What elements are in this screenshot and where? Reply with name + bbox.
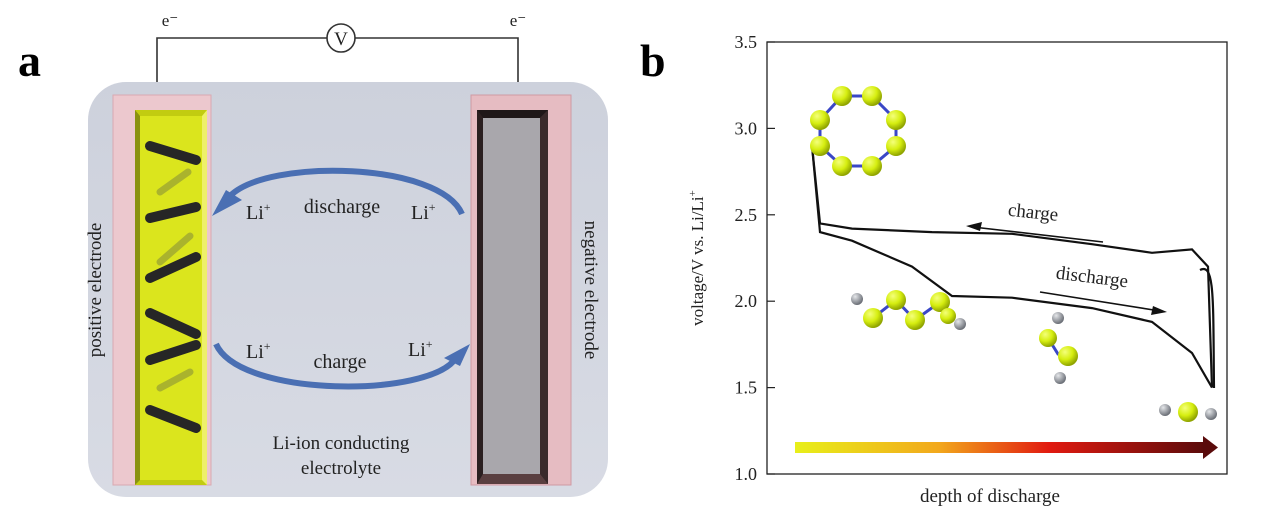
electron-label-right: e⁻ xyxy=(510,11,527,30)
y-axis-ticks: 1.0 1.5 2.0 2.5 3.0 3.5 xyxy=(735,32,775,484)
li-ion-label-left-top: Li+ xyxy=(246,200,271,224)
negative-electrode xyxy=(470,94,572,486)
discharge-label: discharge xyxy=(304,196,380,218)
y-axis-label: voltage/V vs. Li/Li+ xyxy=(687,190,707,326)
negative-electrode-label: negative electrode xyxy=(580,221,601,360)
charge-curve-label: charge xyxy=(1007,200,1059,226)
charge-arrow xyxy=(213,342,470,390)
li-ion-label-right-top: Li+ xyxy=(411,200,436,224)
s8-ring-molecule xyxy=(810,86,906,176)
charge-direction-arrow xyxy=(966,222,1104,243)
lithium-sulfide-molecule xyxy=(1159,402,1217,422)
depth-of-discharge-gradient-arrow xyxy=(795,436,1218,459)
plot-frame xyxy=(766,41,1228,475)
external-circuit-wire-right xyxy=(355,37,519,92)
y-tick-label: 3.5 xyxy=(735,32,758,52)
electrolyte-label-line1: Li-ion conducting xyxy=(273,433,410,454)
electron-label-left: e⁻ xyxy=(162,11,179,30)
y-tick-label: 1.0 xyxy=(735,464,758,484)
li-ion-label-right-bottom: Li+ xyxy=(408,337,433,361)
panel-b-label: b xyxy=(640,35,666,86)
discharge-curve xyxy=(810,145,1213,389)
y-tick-label: 2.5 xyxy=(735,205,758,225)
voltmeter-symbol xyxy=(326,23,356,53)
curve-end-segment xyxy=(1199,267,1216,389)
li-ion-label-left-bottom: Li+ xyxy=(246,339,271,363)
discharge-direction-arrow xyxy=(1039,291,1167,315)
charge-curve xyxy=(810,145,1214,388)
positive-electrode xyxy=(112,94,212,486)
x-axis-label: depth of discharge xyxy=(920,486,1060,507)
charge-label: charge xyxy=(314,351,367,373)
y-tick-label: 1.5 xyxy=(735,378,758,398)
electrolyte-label-line2: electrolyte xyxy=(301,458,381,479)
voltage-chart: 1.01.52.02.53.03.5 voltage/V vs. Li/Li+ … xyxy=(687,32,1228,507)
active-material-rods xyxy=(145,141,201,433)
short-polysulfide-molecule xyxy=(1039,312,1078,384)
positive-electrode-label: positive electrode xyxy=(85,223,106,358)
battery-cell-diagram: V e⁻ e⁻ positive electro xyxy=(85,11,608,497)
external-circuit-wire xyxy=(156,37,327,94)
discharge-arrow xyxy=(212,167,465,216)
panel-a-label: a xyxy=(18,35,41,86)
y-tick-label: 3.0 xyxy=(735,118,758,138)
voltmeter-label: V xyxy=(334,29,348,50)
y-tick-label: 2.0 xyxy=(735,291,758,311)
polysulfide-chain-molecule xyxy=(851,290,966,330)
